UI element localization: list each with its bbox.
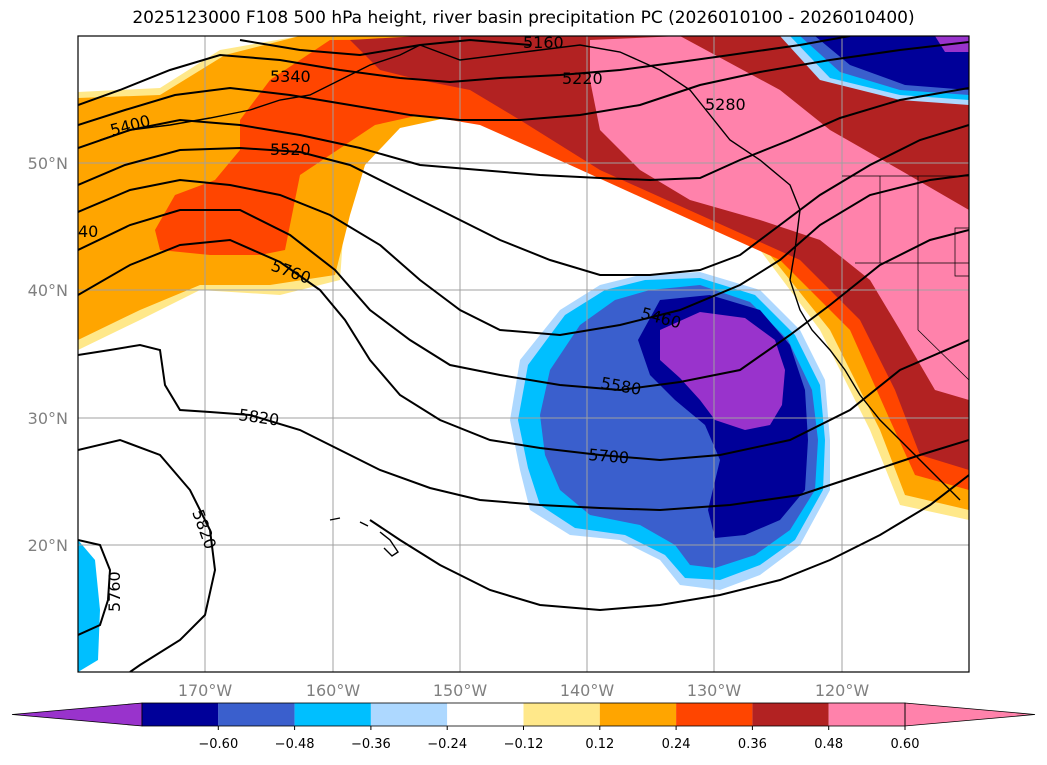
colorbar-segment [447,703,524,726]
longitude-labels: 170°W 160°W 150°W 140°W 130°W 120°W [178,681,870,700]
contour-label: 5280 [705,95,746,114]
contour-label: 5760 [105,571,124,612]
lon-label: 130°W [687,681,742,700]
contour-label: 5520 [270,140,311,159]
lon-label: 150°W [433,681,488,700]
height-contours [78,36,969,672]
colorbar-segment [752,703,829,726]
lat-label: 50°N [28,154,68,173]
colorbar-tick-label: −0.48 [275,737,315,752]
contour-label: 5160 [523,33,564,52]
lon-label: 140°W [560,681,615,700]
lon-label: 160°W [306,681,361,700]
colorbar-segment [218,703,295,726]
map-frame [77,35,970,673]
ne-negative-navy [815,36,969,90]
lat-label: 30°N [28,409,68,428]
map-area: 5160 5220 5280 5340 5400 5520 40 5760 54… [78,33,969,672]
contour-label: 40 [78,222,98,241]
colorbar-tick-label: 0.24 [662,737,691,752]
lat-label: 20°N [28,536,68,555]
colorbar-segment [599,703,677,726]
sw-negative-anomaly [78,540,100,672]
colorbar-tick-label: −0.24 [427,737,467,752]
colorbar-segment [676,703,753,726]
contour-label: 5220 [562,69,603,88]
positive-anomaly-pink [590,36,969,400]
latitude-labels: 50°N 40°N 30°N 20°N [28,154,68,555]
colorbar-extend-high [904,702,1036,727]
colorbar-tick-label: 0.12 [585,737,614,752]
lon-label: 120°W [815,681,870,700]
colorbar-tick-label: 0.36 [738,737,767,752]
colorbar-segment [370,703,448,726]
graticule [78,36,969,672]
colorbar-segment [142,703,219,726]
state-borders [842,175,969,381]
contour-label: 5700 [588,445,630,467]
lon-label: 170°W [178,681,233,700]
map-title: 2025123000 F108 500 hPa height, river ba… [132,8,915,28]
colorbar-tick-label: −0.36 [351,737,391,752]
colorbar-tick-label: 0.60 [891,737,920,752]
colorbar-tick-label: −0.60 [198,737,238,752]
colorbar-segment [294,703,371,726]
colorbar-tick-label: −0.12 [504,737,544,752]
lat-label: 40°N [28,281,68,300]
colorbar: −0.60 −0.48 −0.36 −0.24 −0.12 0.12 0.24 0.36 0.4… [11,702,1036,752]
colorbar-tick-label: 0.48 [814,737,843,752]
colorbar-extend-low [11,702,143,727]
central-negative-purple [660,312,785,430]
contour-label: 5340 [270,67,311,86]
colorbar-segment [828,703,905,726]
colorbar-segment [523,703,600,726]
